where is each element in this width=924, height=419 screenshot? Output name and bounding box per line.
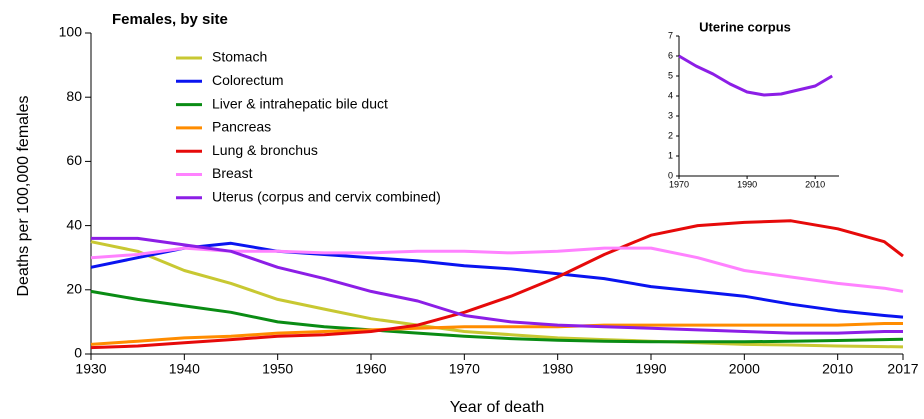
x-tick-label: 1950: [262, 361, 293, 377]
series-line: [90, 219, 904, 350]
x-tick-label: 1970: [669, 180, 689, 190]
series-line: [90, 241, 904, 319]
y-tick-label: 20: [66, 281, 82, 297]
x-tick-label: 1990: [737, 180, 757, 190]
series-line: [90, 246, 904, 293]
inset-title: Uterine corpus: [699, 19, 791, 34]
y-axis-label: Deaths per 100,000 females: [15, 95, 32, 296]
y-tick-label: 40: [66, 216, 82, 232]
legend-label: Stomach: [212, 49, 267, 65]
x-tick-label: 1980: [542, 361, 573, 377]
x-tick-label: 1990: [635, 361, 666, 377]
y-tick-label: 1: [668, 150, 673, 160]
x-axis-label: Year of death: [450, 399, 545, 416]
legend-label: Liver & intrahepatic bile duct: [212, 95, 388, 111]
x-tick-label: 1960: [355, 361, 386, 377]
y-tick-label: 3: [668, 110, 673, 120]
y-tick-label: 7: [668, 30, 673, 40]
y-tick-label: 2: [668, 130, 673, 140]
legend-label: Lung & bronchus: [212, 142, 318, 158]
legend-label: Pancreas: [212, 119, 271, 135]
y-tick-label: 80: [66, 88, 82, 104]
legend-label: Uterus (corpus and cervix combined): [212, 189, 441, 205]
series-line: [90, 240, 904, 349]
legend-label: Colorectum: [212, 72, 284, 88]
x-tick-label: 2017: [887, 361, 918, 377]
y-tick-label: 0: [74, 345, 82, 361]
x-tick-label: 1970: [449, 361, 480, 377]
x-tick-label: 2010: [822, 361, 853, 377]
legend-label: Breast: [212, 165, 253, 181]
x-tick-label: 1930: [75, 361, 106, 377]
x-tick-label: 1940: [169, 361, 200, 377]
x-tick-label: 2000: [729, 361, 760, 377]
y-tick-label: 6: [668, 50, 673, 60]
series-line: [678, 54, 833, 97]
y-tick-label: 100: [59, 24, 83, 40]
series-line: [91, 236, 903, 335]
x-tick-label: 2010: [805, 180, 825, 190]
y-tick-label: 0: [668, 170, 673, 180]
series-line: [90, 322, 903, 346]
chart-title: Females, by site: [112, 11, 228, 28]
y-tick-label: 5: [668, 70, 673, 80]
y-tick-label: 4: [668, 90, 673, 100]
y-tick-label: 60: [66, 152, 82, 168]
series-line: [90, 289, 904, 344]
